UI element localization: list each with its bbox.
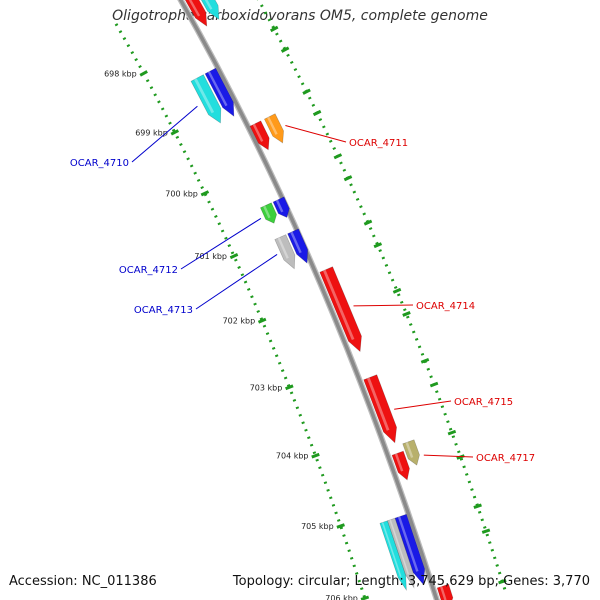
gene-label-ocar_4712: OCAR_4712 [119,265,178,276]
gene-blue-bottom [394,513,426,586]
outer-tick [498,579,507,585]
major-tick [229,253,239,260]
outer-tick [392,287,402,294]
gene-blue-4710-shine [207,71,228,107]
outer-guide-track [256,0,507,591]
gene-cyan-bottom-shine [381,522,402,577]
tick-label: 705 kbp [301,522,334,531]
gene-orange-4711 [263,113,284,144]
gene-green-4712 [260,202,277,224]
gene-red-4714 [319,266,362,353]
gene-khaki-4717-shine [405,441,414,458]
major-tick [139,70,148,77]
leader-line-ocar_4713 [195,253,278,310]
gene-green-4712-shine [263,205,271,219]
leader-line-ocar_4710 [131,105,198,163]
gene-cyan-top-shine [204,0,213,10]
gene-gray-4713 [274,234,296,270]
major-tick [360,595,370,600]
gene-blue-4712 [272,196,290,218]
outer-tick [429,381,439,388]
gene-cyan-4710 [190,74,222,124]
leader-line-ocar_4712 [180,217,262,270]
genome-backbone [177,0,440,600]
outer-tick [402,311,411,317]
gene-gray-4713-shine [277,237,289,259]
gene-features [184,0,454,600]
gene-red-4715 [363,374,397,444]
gene-red-4711 [249,120,270,151]
gene-labels: OCAR_4710 OCAR_4711 OCAR_4712 OCAR_4713 OCAR… [70,105,535,464]
gene-gray-bottom-shine [389,519,410,575]
tick-label: 700 kbp [165,189,198,198]
outer-tick [420,357,430,364]
gene-label-ocar_4714: OCAR_4714 [416,301,475,312]
gene-cyan-top [200,0,220,21]
leader-line-ocar_4711 [285,125,347,143]
tick-label: 704 kbp [276,452,309,461]
gene-khaki-4717 [402,439,420,466]
genome-stats-text: Topology: circular; Length: 3,745,629 bp… [232,574,590,589]
outer-tick [481,528,491,534]
gene-orange-4711-shine [267,116,278,135]
gene-blue-4710 [204,67,235,117]
gene-red-4717 [391,450,410,481]
gene-cyan-4710-shine [194,78,215,114]
leader-line-ocar_4715 [394,400,452,410]
tick-label: 698 kbp [104,69,137,78]
gene-blue-4712-shine [275,199,284,213]
outer-tick [447,429,457,436]
gene-red-4711-shine [252,123,264,142]
gene-red-top-a-shine [188,0,201,17]
gene-label-ocar_4710: OCAR_4710 [70,158,129,169]
leader-line-ocar_4717 [423,454,474,458]
major-tick [257,317,267,324]
outer-tick [473,503,482,509]
gene-red-bottom [436,583,454,600]
major-tick [285,384,294,391]
outer-tick [333,153,343,160]
outer-tick [373,242,383,249]
gene-label-ocar_4711: OCAR_4711 [349,138,408,149]
gene-blue-bottom-shine [397,516,419,572]
gene-red-4715-shine [367,377,390,431]
leader-line-ocar_4714 [353,304,414,307]
track-guides [114,0,507,600]
gene-red-4714-shine [323,269,355,340]
backbone-line [178,0,439,600]
gene-blue-4713-shine [290,231,302,254]
gene-label-ocar_4713: OCAR_4713 [134,305,193,316]
tick-label: 702 kbp [223,317,256,326]
gene-label-ocar_4715: OCAR_4715 [454,397,513,408]
major-tick [200,190,210,197]
major-tick [311,452,320,459]
gene-red-bottom-shine [440,586,447,600]
position-ticks: 698 kbp 699 kbp 700 kbp 701 kbp 702 kbp 703 k… [104,25,507,600]
major-tick [336,523,345,529]
gene-red-top-a [184,0,208,27]
gene-cyan-bottom [379,520,407,592]
tick-label: 701 kbp [194,252,227,261]
gene-blue-4713 [287,228,309,264]
accession-text: Accession: NC_011386 [9,574,157,589]
outer-tick [302,88,311,95]
gene-red-4717-shine [394,453,404,472]
gene-gray-bottom [387,517,415,589]
outer-tick [312,109,322,117]
tick-label: 699 kbp [135,128,168,137]
tick-label: 703 kbp [250,383,283,392]
outer-tick [343,175,353,182]
outer-tick [280,46,290,53]
gene-label-ocar_4717: OCAR_4717 [476,453,535,464]
outer-tick [269,25,279,33]
tick-label: 706 kbp [325,594,358,600]
major-tick [170,129,180,136]
outer-tick [363,219,373,226]
